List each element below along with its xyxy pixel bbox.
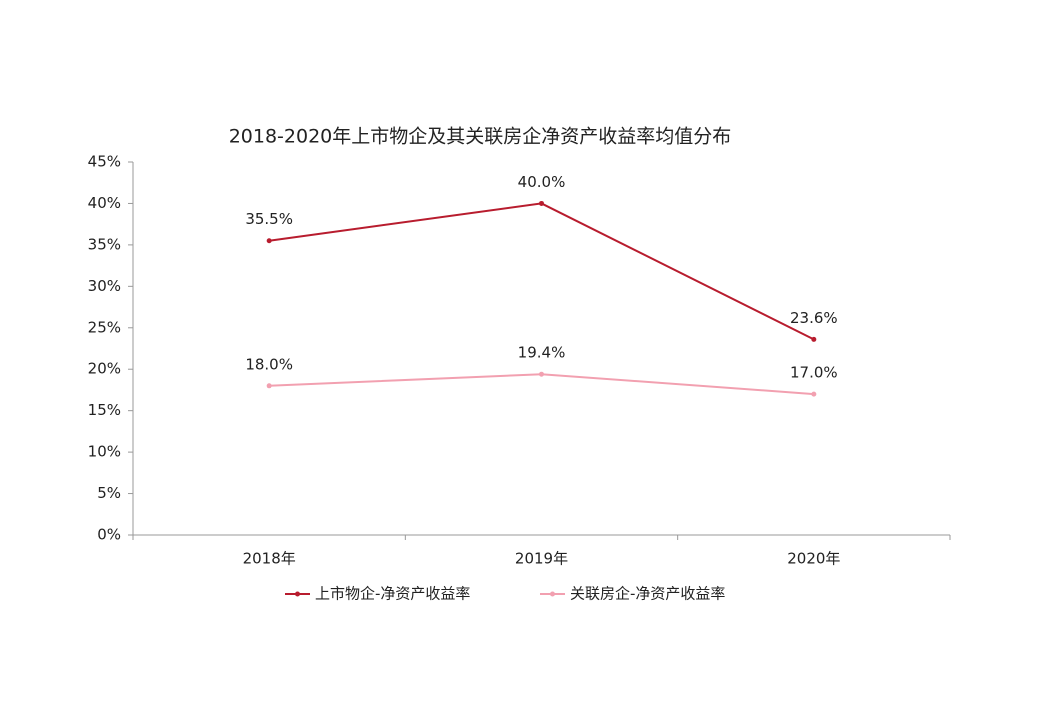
y-tick-label: 30% xyxy=(88,277,121,295)
data-label: 17.0% xyxy=(790,364,838,382)
y-tick-label: 25% xyxy=(88,318,121,336)
data-label: 40.0% xyxy=(518,173,566,191)
x-tick-label: 2018年 xyxy=(243,550,296,568)
y-tick-label: 45% xyxy=(88,153,121,171)
chart-title: 2018-2020年上市物企及其关联房企净资产收益率均值分布 xyxy=(229,126,732,148)
x-tick-label: 2020年 xyxy=(787,550,840,568)
point-marker xyxy=(811,391,817,397)
point-marker xyxy=(539,371,544,377)
data-label: 18.0% xyxy=(245,355,293,373)
y-tick-label: 0% xyxy=(97,526,121,544)
series-line xyxy=(269,202,815,341)
point-marker xyxy=(811,336,817,342)
data-label: 19.4% xyxy=(518,344,566,362)
y-tick-label: 10% xyxy=(88,443,121,461)
y-tick-label: 15% xyxy=(88,401,121,419)
data-label: 23.6% xyxy=(790,309,838,327)
y-tick-label: 5% xyxy=(97,484,121,502)
y-tick-label: 40% xyxy=(88,194,121,212)
y-tick-label: 35% xyxy=(88,235,121,253)
legend-marker xyxy=(295,591,300,597)
point-marker xyxy=(266,383,272,389)
y-tick-label: 20% xyxy=(88,360,121,378)
point-marker xyxy=(539,200,544,206)
data-label: 35.5% xyxy=(245,210,293,228)
point-marker xyxy=(266,238,272,244)
legend-marker xyxy=(550,591,555,597)
legend-label: 关联房企-净资产收益率 xyxy=(570,585,725,603)
series-line xyxy=(269,373,814,396)
legend-label: 上市物企-净资产收益率 xyxy=(315,585,470,603)
x-tick-label: 2019年 xyxy=(515,550,568,568)
